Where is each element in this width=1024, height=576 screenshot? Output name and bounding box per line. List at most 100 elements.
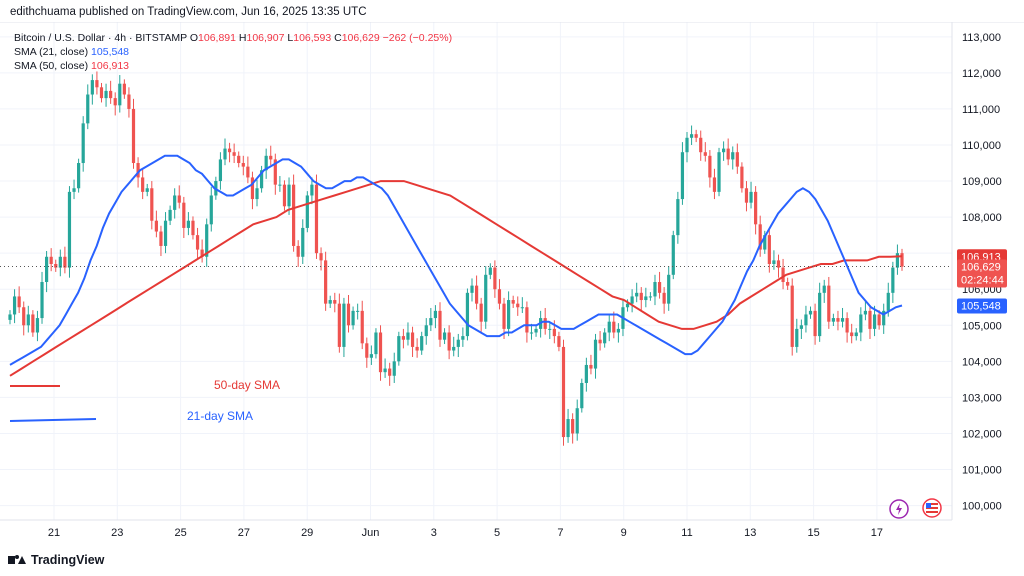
legend-sma50-row: SMA (50, close) 106,913: [14, 59, 452, 73]
candle-body: [424, 325, 428, 337]
candle-body: [575, 408, 579, 434]
candle-body: [470, 285, 474, 293]
candle-body: [374, 332, 378, 355]
candle-body: [67, 191, 72, 268]
candle-body: [776, 260, 781, 268]
candle-body: [195, 235, 200, 250]
candle-body: [644, 296, 648, 301]
candle-body: [109, 90, 113, 99]
candle-body: [415, 346, 419, 351]
candle-body: [40, 282, 44, 319]
candle-body: [250, 177, 255, 200]
candle-body: [246, 166, 250, 178]
y-tick-label: 100,000: [962, 501, 1002, 513]
candle-body: [22, 307, 26, 326]
candle-body: [653, 282, 657, 297]
candle-body: [365, 343, 369, 358]
candle-body: [173, 195, 177, 210]
low-value: 106,593: [293, 32, 332, 44]
candle-body: [813, 310, 817, 337]
candle-body: [726, 148, 730, 160]
us-flag-event-icon[interactable]: [922, 498, 942, 518]
price-chart[interactable]: 50-day SMA 21-day SMA 100,000 101,000 102,…: [0, 22, 1024, 542]
candle-body: [717, 152, 721, 192]
svg-text:02:24:44: 02:24:44: [961, 275, 1004, 287]
candle-body: [72, 188, 76, 192]
x-tick-label: 13: [744, 527, 756, 539]
candle-body: [77, 163, 81, 189]
candle-body: [474, 285, 479, 304]
candle-body: [406, 332, 410, 340]
candle-body: [324, 260, 328, 304]
candle-body: [845, 318, 849, 333]
open-value: 106,891: [198, 32, 236, 44]
sma21-price-badge: 105,548: [957, 298, 1007, 314]
candle-body: [859, 314, 863, 333]
candle-body: [525, 307, 529, 333]
candle-body: [113, 98, 117, 106]
lightning-event-icon[interactable]: [889, 499, 909, 519]
candle-body: [607, 321, 611, 333]
candle-body: [731, 152, 735, 160]
candle-body: [603, 332, 607, 344]
candle-body: [799, 325, 803, 329]
close-label: C: [334, 32, 342, 44]
candle-body: [891, 267, 895, 293]
candle-body: [754, 191, 758, 225]
candle-body: [264, 155, 268, 171]
candle-body: [589, 364, 593, 369]
candle-body: [328, 300, 332, 304]
candle-body: [337, 303, 341, 347]
candle-body: [31, 314, 35, 333]
y-tick-label: 103,000: [962, 392, 1002, 404]
x-tick-label: 27: [238, 527, 250, 539]
candle-body: [58, 256, 62, 268]
y-tick-label: 113,000: [962, 32, 1001, 44]
candle-body: [429, 318, 433, 326]
candle-body: [456, 339, 460, 347]
candle-body: [699, 137, 703, 153]
x-tick-label: Jun: [362, 527, 380, 539]
x-tick-label: 15: [807, 527, 819, 539]
y-tick-label: 105,000: [962, 320, 1002, 332]
candle-body: [689, 134, 694, 138]
candle-body: [273, 159, 277, 185]
candle-body: [35, 318, 40, 333]
annotation-50day-label: 50-day SMA: [214, 378, 280, 392]
sma50-label: SMA (50, close): [14, 60, 89, 72]
candle-body: [639, 292, 643, 301]
tradingview-brand[interactable]: TradingView: [8, 553, 104, 567]
annotation-21day-label: 21-day SMA: [187, 409, 253, 423]
y-tick-label: 108,000: [962, 212, 1002, 224]
candle-body: [657, 282, 662, 293]
candle-body: [749, 191, 753, 203]
x-tick-label: 9: [621, 527, 627, 539]
candle-body: [369, 354, 373, 358]
candle-body: [433, 310, 438, 319]
candle-body: [584, 364, 588, 383]
candle-body: [310, 184, 314, 196]
candle-body: [346, 303, 351, 326]
legend-ohlc-row: Bitcoin / U.S. Dollar · 4h · BITSTAMP O1…: [14, 31, 452, 45]
candle-body: [200, 249, 204, 257]
sma21-value: 105,548: [91, 46, 130, 58]
candle-body: [333, 300, 337, 304]
candle-body: [136, 163, 140, 178]
candle-body: [278, 184, 282, 186]
candle-body: [237, 155, 241, 164]
candle-body: [882, 310, 886, 326]
sma50-value: 106,913: [91, 60, 130, 72]
legend-sma21-row: SMA (21, close) 105,548: [14, 45, 452, 59]
candle-body: [868, 310, 872, 329]
candle-body: [804, 314, 808, 326]
candle-body: [182, 202, 186, 228]
candle-body: [465, 292, 470, 337]
x-tick-label: 25: [174, 527, 186, 539]
candle-body: [836, 318, 840, 322]
candle-body: [86, 94, 90, 124]
grid: [0, 22, 952, 520]
candle-body: [484, 274, 488, 322]
x-tick-label: 23: [111, 527, 123, 539]
candle-body: [420, 336, 424, 351]
candle-body: [635, 292, 639, 297]
